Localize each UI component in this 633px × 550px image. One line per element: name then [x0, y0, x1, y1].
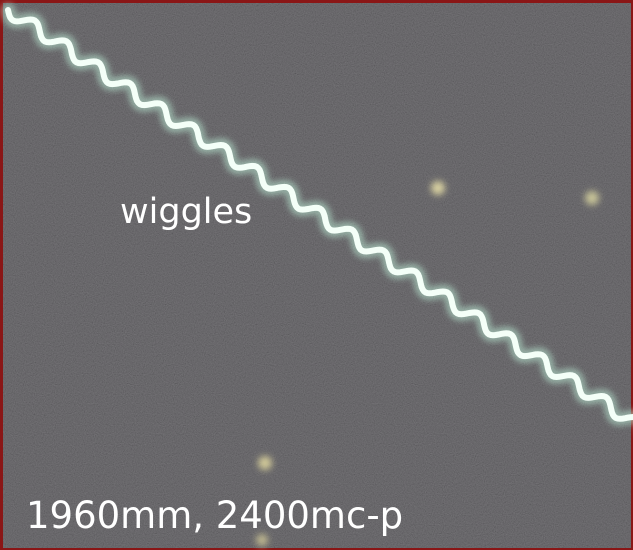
sky-noise	[3, 3, 631, 548]
page: wiggles 1960mm, 2400mc-p (() => { const …	[0, 0, 633, 550]
star	[258, 456, 272, 470]
caption: 1960mm, 2400mc-p	[26, 494, 403, 537]
annotation: wiggles	[120, 192, 252, 232]
star	[585, 191, 599, 205]
photo: wiggles 1960mm, 2400mc-p	[0, 0, 633, 550]
star	[431, 181, 445, 195]
